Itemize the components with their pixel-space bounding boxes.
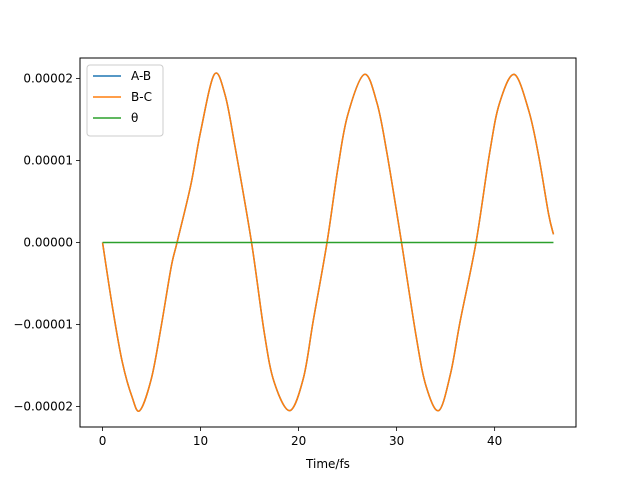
plot-frame: [79, 57, 577, 428]
y-tick-label: 0.00001: [23, 154, 73, 168]
series-layer: [101, 72, 555, 412]
y-tick-label: 0.00002: [23, 72, 73, 86]
x-tick-label: 10: [193, 434, 208, 448]
x-tick-label: 30: [389, 434, 404, 448]
x-axis-label: Time/fs: [305, 457, 350, 471]
legend-label: B-C: [131, 90, 152, 104]
y-tick-label: 0.00000: [23, 236, 73, 250]
y-tick-label: −0.00002: [13, 400, 73, 414]
legend: A-B B-C θ: [86, 64, 164, 137]
x-tick-label: 0: [99, 434, 107, 448]
y-tick-label: −0.00001: [13, 318, 73, 332]
series-line-1: [101, 72, 555, 412]
legend-label: A-B: [131, 69, 151, 83]
legend-label: θ: [131, 111, 138, 125]
axes-layer: 0 10 20 30 40 −0.00002 −0.00001 0.00000 0.00001 0…: [13, 72, 502, 449]
x-tick-label: 40: [487, 434, 502, 448]
x-tick-label: 20: [291, 434, 306, 448]
